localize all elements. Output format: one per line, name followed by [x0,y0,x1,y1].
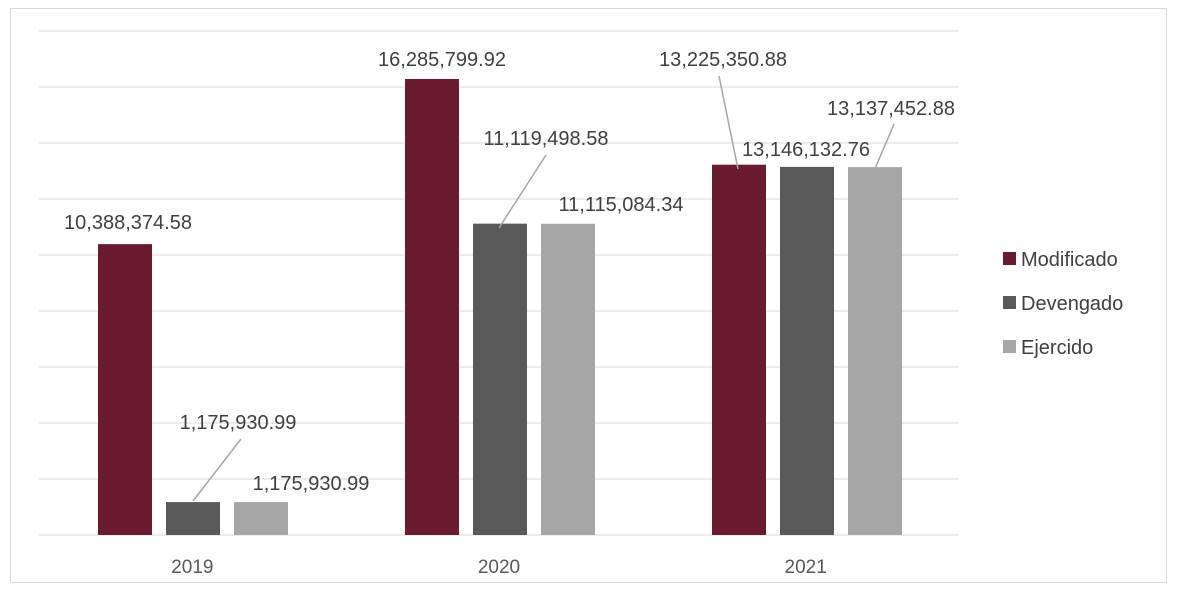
legend-label-modificado: Modificado [1021,249,1118,271]
data-label: 1,175,930.99 [180,412,297,434]
data-label: 11,115,084.34 [559,194,684,216]
bar-devengado-2021 [780,166,834,536]
bar-modificado-2020 [405,78,459,535]
x-tick-label: 2019 [171,557,213,578]
bar-modificado-2021 [712,164,766,535]
bar-devengado-2020 [473,223,527,535]
data-label: 1,175,930.99 [253,473,370,495]
bar-devengado-2019 [166,502,220,535]
legend-swatch-devengado [1003,296,1016,309]
data-label: 16,285,799.92 [378,49,506,71]
legend-label-ejercido: Ejercido [1021,337,1093,359]
legend-swatch-modificado [1003,252,1016,265]
leader-line [498,154,547,229]
chart-frame: 10,388,374.58 16,285,799.92 13,225,350.88 1… [10,8,1167,583]
bar-ejercido-2021 [848,167,902,536]
legend-label-devengado: Devengado [1021,293,1123,315]
leader-line [718,75,739,170]
x-tick-label: 2020 [478,557,520,578]
data-label: 10,388,374.58 [64,212,192,234]
bar-ejercido-2020 [541,223,595,535]
x-tick-label: 2021 [785,557,827,578]
data-label: 13,137,452.88 [827,98,955,120]
bar-modificado-2019 [98,244,152,535]
leader-line [873,123,895,172]
bar-chart: 10,388,374.58 16,285,799.92 13,225,350.88 1… [39,30,1123,578]
leader-line [192,438,242,502]
data-label: 13,146,132.76 [742,139,870,161]
data-label: 11,119,498.58 [484,128,609,150]
legend-swatch-ejercido [1003,340,1016,353]
data-label: 13,225,350.88 [659,49,787,71]
bar-ejercido-2019 [234,502,288,535]
